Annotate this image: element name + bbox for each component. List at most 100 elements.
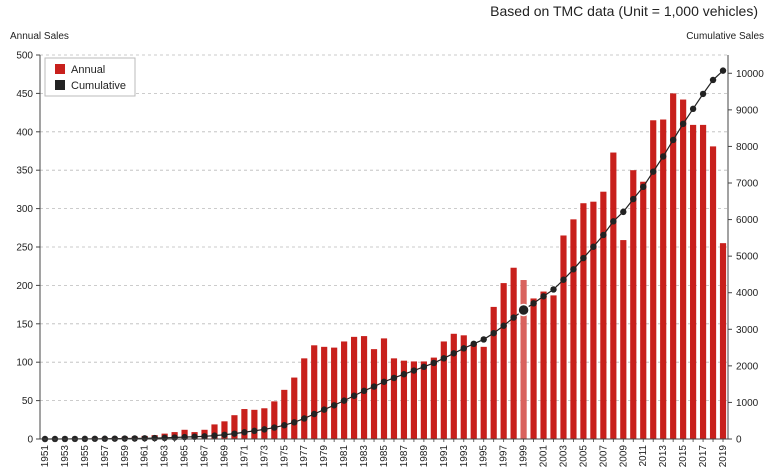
cumulative-point [640,183,647,191]
x-tick-label: 2003 [558,445,569,468]
cumulative-point [191,433,198,440]
annual-bar [430,357,437,439]
annual-bar [680,99,687,439]
cumulative-point [211,432,218,439]
x-tick-label: 2009 [618,445,629,468]
x-tick-label: 2017 [698,445,709,468]
annual-bar [311,345,318,439]
annual-bar [620,240,627,439]
annual-bar [500,283,507,439]
right-axis: 0 1000 2000 3000 4000 5000 6000 7000 8000 9000 100… [727,55,764,446]
x-tick-label: 1983 [359,445,370,468]
cumulative-point [510,314,517,321]
x-tick-label: 1973 [259,445,270,468]
right-tick-label: 8000 [736,142,759,153]
annual-bar [490,306,497,439]
gridlines [40,54,728,402]
annual-bar [600,191,607,439]
annual-bar [211,424,218,439]
x-tick-label: 1999 [519,445,530,468]
left-tick-label: 250 [16,243,33,254]
annual-bar [291,377,298,439]
x-tick-label: 1965 [180,445,191,468]
cumulative-point [540,293,547,300]
cumulative-point [460,345,467,352]
left-axis: 0 50 100 150 200 250 300 350 400 450 500 [16,51,41,446]
x-tick-label: 1953 [60,445,71,468]
annual-bar [709,146,717,439]
legend-cumulative-label: Cumulative [71,80,126,92]
cumulative-point [490,329,497,337]
cumulative-point [580,254,587,262]
cumulative-point [390,374,398,382]
cumulative-point [530,300,537,307]
left-tick-label: 350 [16,166,33,177]
annual-bar [470,343,477,439]
x-tick-label: 1979 [319,445,330,468]
x-axis: 1951 1953 1955 1957 1959 1961 1963 1965 1967 1969… [40,438,729,468]
annual-bar [660,119,667,440]
cumulative-point [271,424,278,431]
x-tick-label: 1955 [80,445,91,468]
cumulative-point [301,415,308,422]
annual-bar [370,349,378,439]
annual-bar [460,335,467,439]
cumulative-point [570,266,577,273]
annual-bar [360,336,368,439]
cumulative-point [201,433,208,440]
annual-bar [400,360,408,439]
cumulative-point [560,276,567,283]
annual-bar [420,361,427,439]
cumulative-point [659,153,667,160]
right-tick-label: 0 [736,435,742,446]
annual-bar [650,120,657,439]
annual-bar [261,408,268,439]
cumulative-point [420,363,428,371]
x-tick-label: 1959 [120,445,131,468]
cumulative-point [350,392,358,399]
annual-bar [480,346,487,439]
cumulative-point [600,231,607,239]
right-tick-label: 9000 [736,105,759,116]
annual-bar [719,243,727,439]
x-tick-label: 1997 [499,445,510,468]
annual-bar [670,93,677,440]
cumulative-point [380,378,388,385]
x-tick-label: 1989 [419,445,430,468]
cumulative-point [699,90,707,98]
right-tick-label: 2000 [736,361,759,372]
x-tick-label: 1963 [160,445,171,468]
annual-bar [520,280,527,439]
annual-bar [221,421,228,439]
cumulative-point [650,168,657,175]
annual-bar [331,347,338,439]
left-tick-label: 450 [16,89,33,100]
cumulative-point [340,397,348,404]
cumulative-point [370,383,378,390]
annual-bar [590,201,597,439]
annual-bar [271,401,278,439]
cumulative-point [430,359,438,367]
cumulative-point [500,322,507,329]
annual-bar [341,341,348,439]
cumulative-point [517,303,530,317]
cumulative-point [231,430,238,437]
cumulative-point [620,208,627,216]
annual-bar [550,295,557,439]
cumulative-point [450,350,457,357]
annual-bars [51,93,727,440]
x-tick-label: 2011 [638,445,649,467]
x-tick-label: 1951 [40,445,51,468]
x-tick-label: 2013 [658,445,669,468]
annual-bar [560,235,567,439]
x-tick-label: 2019 [718,445,729,468]
annual-bar [540,291,547,439]
annual-bar [350,336,358,439]
x-tick-label: 1967 [200,445,211,468]
left-tick-label: 150 [16,319,33,330]
x-tick-label: 1991 [439,445,450,468]
annual-bar [281,389,288,439]
right-tick-label: 3000 [736,325,759,336]
x-tick-label: 1987 [399,445,410,468]
